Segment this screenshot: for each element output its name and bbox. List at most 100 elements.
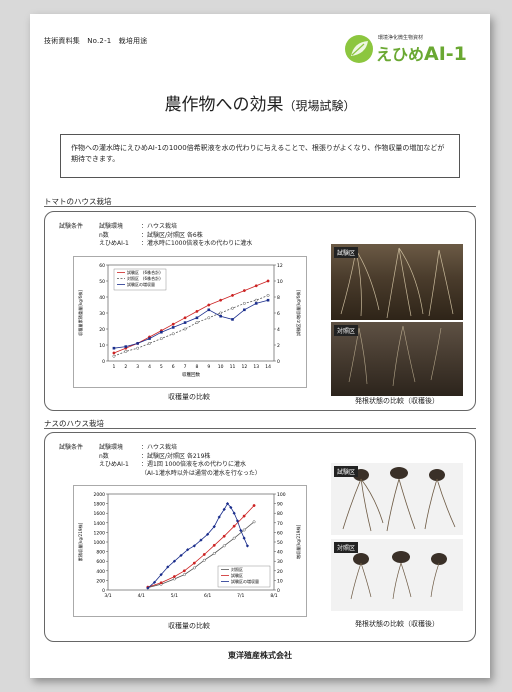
- data-point: [182, 569, 186, 573]
- x-tick-label: 6/1: [204, 593, 211, 599]
- eggplant-photo-caption: 発根状態の比較（収穫後）: [355, 620, 439, 628]
- y2-tick-label: 0: [277, 359, 280, 365]
- y2-tick-label: 70: [277, 521, 283, 527]
- y2-tick-label: 0: [277, 588, 280, 594]
- eggplant-root-photo-experiment: 試験区: [331, 463, 463, 535]
- y-tick-label: 0: [102, 359, 105, 365]
- data-point: [245, 544, 250, 548]
- data-point: [266, 298, 270, 302]
- y-tick-label: 40: [99, 295, 105, 301]
- data-point: [219, 298, 223, 302]
- document-sheet: 技術資料集 No.2-1 栽培用途 環境浄化微生物資材 えひめAI-1 農作物へ…: [30, 14, 490, 678]
- y2-axis-label: 試験区の増収量[kg/6株]: [295, 290, 302, 336]
- data-point: [160, 330, 163, 334]
- data-point: [232, 524, 236, 528]
- photo-label: 試験区: [334, 247, 359, 258]
- divider: [44, 206, 476, 207]
- y-tick-label: 50: [99, 279, 105, 285]
- data-point: [148, 341, 151, 345]
- brand-logo: 環境浄化微生物資材 えひめAI-1: [342, 30, 482, 70]
- data-point: [183, 316, 187, 320]
- data-point: [192, 561, 196, 565]
- logo-name: えひめAI-1: [376, 43, 467, 65]
- root-illustration: [350, 551, 447, 600]
- data-point: [172, 577, 176, 581]
- data-point: [182, 573, 186, 577]
- data-point: [235, 519, 240, 523]
- y-tick-label: 1400: [94, 521, 106, 527]
- tomato-chart-caption: 収穫量の比較: [168, 393, 210, 401]
- x-tick-label: 4/1: [138, 593, 145, 599]
- x-tick-label: 7: [184, 364, 187, 370]
- data-point: [152, 580, 157, 584]
- data-point: [212, 552, 216, 555]
- x-tick-label: 5: [160, 364, 163, 370]
- data-point: [148, 337, 151, 340]
- data-point: [242, 301, 246, 305]
- y-tick-label: 1200: [94, 530, 106, 536]
- data-point: [231, 293, 234, 297]
- data-point: [242, 536, 246, 540]
- y2-tick-label: 2: [277, 343, 280, 349]
- y-tick-label: 200: [96, 578, 105, 584]
- legend-entry: 試験区の増収量: [127, 281, 155, 287]
- y2-tick-label: 100: [277, 492, 286, 498]
- y2-tick-label: 60: [277, 530, 283, 536]
- data-point: [222, 544, 226, 548]
- y-tick-label: 10: [99, 343, 105, 349]
- x-axis-label: 収穫回数: [182, 371, 200, 378]
- eggplant-panel: 試験条件 試験環境 ：ハウス栽培 n数 ：試験区/対照区 各219株 えひめAI-1…: [44, 432, 476, 642]
- y2-tick-label: 4: [277, 327, 280, 333]
- x-tick-label: 6: [172, 364, 175, 370]
- y-tick-label: 600: [96, 559, 105, 565]
- data-point: [136, 342, 139, 345]
- series-line: [113, 299, 269, 349]
- photo-label: 試験区: [334, 466, 359, 477]
- x-tick-label: 8/1: [270, 593, 277, 599]
- tomato-panel: 試験条件 試験環境 ：ハウス栽培 n数 ：試験区/対照区 各6株 えひめAI-1 ：灌…: [44, 211, 476, 411]
- data-point: [212, 543, 216, 547]
- data-point: [195, 321, 199, 325]
- data-point: [159, 337, 163, 341]
- data-point: [207, 303, 211, 307]
- intro-text: 作物への灌水時にえひめAI-1の1000倍希釈液を水の代わりに与えることで、根張…: [60, 134, 460, 178]
- data-point: [171, 332, 175, 336]
- data-point: [199, 538, 203, 542]
- eggplant-yield-chart: 0 200 400 600 800 1000 1200 1400 1600 1800 2000 0 10…: [77, 492, 302, 599]
- x-tick-label: 5/1: [171, 593, 178, 599]
- y2-tick-label: 10: [277, 279, 283, 285]
- tomato-root-photo-control: 対照区: [331, 322, 463, 396]
- data-point: [207, 308, 211, 312]
- data-point: [219, 311, 223, 315]
- legend-entry: 試験区の増収量: [231, 578, 259, 584]
- data-point: [242, 289, 246, 293]
- x-tick-label: 12: [241, 364, 247, 370]
- data-point: [124, 345, 128, 348]
- data-point: [229, 505, 233, 510]
- data-point: [179, 553, 183, 558]
- y2-tick-label: 40: [277, 550, 283, 556]
- data-point: [195, 309, 199, 313]
- x-tick-label: 2: [124, 364, 127, 370]
- data-point: [222, 534, 226, 538]
- tomato-root-photo-experiment: 試験区: [331, 244, 463, 320]
- x-tick-label: 9: [207, 364, 210, 370]
- data-point: [136, 346, 140, 350]
- y2-tick-label: 80: [277, 511, 283, 517]
- eggplant-root-photo-control: 対照区: [331, 539, 463, 611]
- data-point: [206, 532, 210, 536]
- data-point: [172, 575, 176, 579]
- logo-subtitle: 環境浄化微生物資材: [378, 35, 424, 41]
- y-axis-label: 収穫量累積重量[kg/6株]: [77, 290, 84, 336]
- data-point: [232, 536, 236, 540]
- data-point: [202, 553, 206, 556]
- tomato-heading: トマトのハウス栽培: [44, 197, 112, 206]
- data-point: [112, 346, 116, 350]
- legend-entry: 対照区 (6株合計): [127, 275, 161, 281]
- data-point: [242, 514, 246, 518]
- data-point: [112, 351, 116, 355]
- data-point: [231, 318, 234, 321]
- eggplant-chart-caption: 収穫量の比較: [168, 622, 210, 630]
- y2-tick-label: 12: [277, 263, 283, 269]
- y2-tick-label: 8: [277, 295, 280, 301]
